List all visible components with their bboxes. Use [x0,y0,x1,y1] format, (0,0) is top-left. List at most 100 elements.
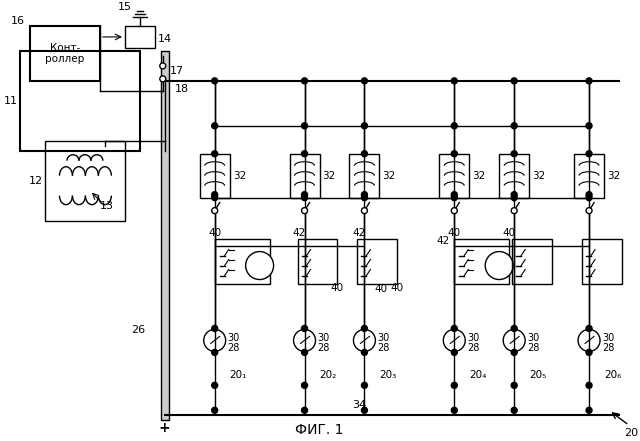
Circle shape [451,192,457,198]
Text: 28: 28 [378,344,390,353]
Text: 40: 40 [208,228,221,238]
Text: 42: 42 [293,228,306,238]
Circle shape [362,407,367,413]
Circle shape [294,329,316,351]
Bar [214,239,269,284]
Circle shape [212,407,218,413]
Bar [161,51,169,420]
Circle shape [353,329,376,351]
Circle shape [362,208,367,213]
Text: 28: 28 [317,344,330,353]
Text: 40: 40 [374,284,388,294]
Circle shape [451,123,457,129]
Circle shape [511,194,517,201]
Text: 32: 32 [472,171,486,181]
Bar [358,239,397,284]
Text: Конт-
роллер: Конт- роллер [45,43,84,64]
Text: +: + [159,421,171,435]
Text: 40: 40 [448,228,461,238]
Circle shape [586,192,592,198]
Circle shape [362,78,367,84]
Bar [349,154,380,198]
Bar [439,154,469,198]
Circle shape [586,382,592,389]
Bar [200,154,230,198]
Circle shape [511,78,517,84]
Circle shape [586,208,592,213]
Circle shape [451,407,457,413]
Circle shape [301,192,308,198]
Text: 28: 28 [228,344,240,353]
Text: 42: 42 [436,235,449,246]
Bar [582,239,622,284]
Circle shape [511,151,517,157]
Circle shape [212,123,218,129]
Circle shape [301,151,308,157]
Circle shape [362,192,367,198]
Circle shape [212,349,218,355]
Text: 20₂: 20₂ [319,370,337,380]
Circle shape [362,349,367,355]
Bar [512,239,552,284]
Circle shape [160,63,166,69]
Text: 34: 34 [353,400,367,410]
Bar [289,154,319,198]
Circle shape [301,349,308,355]
Circle shape [451,325,457,332]
Circle shape [578,329,600,351]
Circle shape [511,123,517,129]
Circle shape [444,329,465,351]
Bar [30,26,100,81]
Circle shape [212,192,218,198]
Text: 20: 20 [624,428,638,438]
Text: 28: 28 [527,344,540,353]
Text: 28: 28 [467,344,479,353]
Text: 12: 12 [29,176,43,186]
Circle shape [246,251,273,280]
Circle shape [301,382,308,389]
Bar [499,154,529,198]
Bar [45,141,125,220]
Circle shape [485,251,513,280]
Circle shape [212,325,218,332]
Circle shape [301,407,308,413]
Circle shape [586,78,592,84]
Circle shape [212,382,218,389]
Circle shape [511,325,517,332]
Bar [20,51,140,151]
Text: 28: 28 [602,344,614,353]
Text: 17: 17 [170,66,184,76]
Circle shape [511,349,517,355]
Circle shape [362,123,367,129]
Text: 30: 30 [467,333,479,344]
Text: 40: 40 [502,228,516,238]
Text: 32: 32 [383,171,396,181]
Text: 40: 40 [331,283,344,292]
Circle shape [511,407,517,413]
Circle shape [451,78,457,84]
Text: 30: 30 [228,333,240,344]
Text: 11: 11 [4,96,18,106]
Circle shape [451,208,457,213]
Circle shape [511,208,517,213]
Circle shape [586,407,592,413]
Text: 42: 42 [353,228,366,238]
Text: 20₁: 20₁ [230,370,247,380]
Text: 14: 14 [158,34,172,44]
Bar [574,154,604,198]
Text: 30: 30 [527,333,540,344]
Text: 20₆: 20₆ [604,370,621,380]
Circle shape [586,123,592,129]
Text: 20₄: 20₄ [469,370,486,380]
Circle shape [301,78,308,84]
Text: 20₅: 20₅ [529,370,547,380]
Circle shape [362,194,367,201]
Text: 40: 40 [391,283,404,292]
Circle shape [160,76,166,82]
Bar [125,26,155,48]
Circle shape [586,194,592,201]
Text: 30: 30 [378,333,390,344]
Text: 32: 32 [323,171,336,181]
Circle shape [362,325,367,332]
Circle shape [586,151,592,157]
